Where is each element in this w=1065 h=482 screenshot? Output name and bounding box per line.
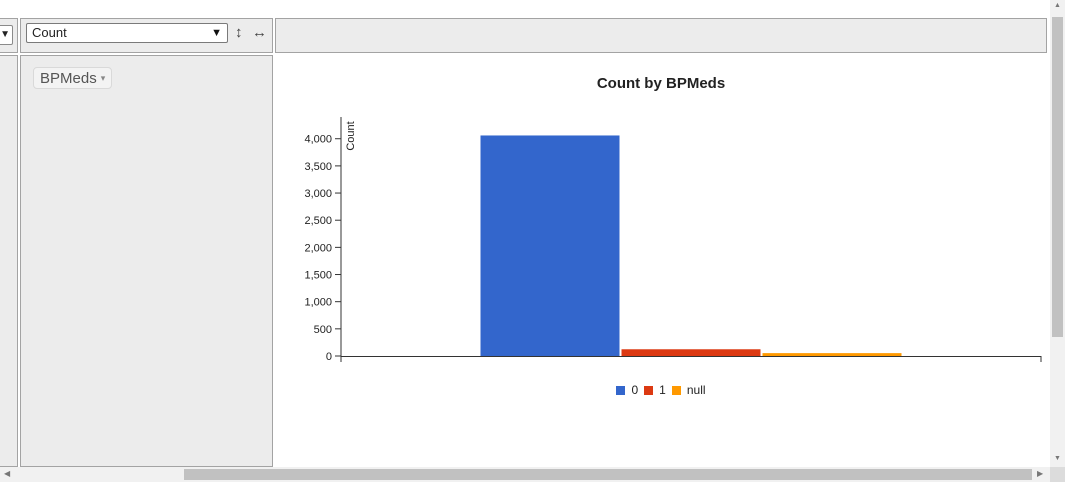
aggregator-select[interactable]: Count ▼ — [26, 23, 228, 43]
legend-item: null — [671, 383, 706, 397]
y-tick-label: 4,000 — [304, 134, 332, 146]
y-tick-label: 3,000 — [304, 188, 332, 200]
y-tick-label: 2,000 — [304, 242, 332, 254]
aggregator-select-value: Count — [32, 25, 67, 40]
y-tick-label: 0 — [326, 351, 332, 363]
scroll-down-icon[interactable]: ▼ — [1054, 455, 1061, 462]
scroll-left-icon[interactable]: ◀ — [4, 469, 11, 478]
scroll-up-icon[interactable]: ▲ — [1054, 2, 1061, 9]
y-tick-label: 3,500 — [304, 161, 332, 173]
y-tick-label: 1,000 — [304, 297, 332, 309]
scrollbar-corner — [1050, 467, 1065, 482]
column-attributes-area[interactable] — [275, 18, 1047, 53]
chart-title: Count by BPMeds — [596, 75, 726, 92]
scroll-right-icon[interactable]: ▶ — [1037, 469, 1044, 478]
y-tick-label: 2,500 — [304, 215, 332, 227]
row-attributes-area[interactable]: BPMeds ▾ — [20, 55, 273, 467]
legend-swatch — [644, 386, 654, 395]
col-order-icon[interactable]: ↔ — [252, 24, 267, 41]
aggregator-cell: Count ▼ ↕ ↔ — [20, 18, 273, 53]
top-band — [0, 0, 1065, 17]
legend-label: 1 — [659, 383, 666, 397]
bar-0 — [480, 135, 620, 356]
y-tick-label: 1,500 — [304, 270, 332, 282]
filter-triangle-icon[interactable]: ▾ — [100, 73, 106, 83]
legend-label: 0 — [631, 383, 639, 397]
legend-label: null — [686, 383, 706, 397]
chart-legend: 0 1 null — [275, 383, 1047, 397]
y-tick-label: 500 — [314, 324, 332, 336]
bar-1 — [621, 349, 761, 356]
attribute-pill-label: BPMeds — [40, 70, 97, 87]
chevron-down-icon: ▼ — [211, 27, 222, 39]
unused-attributes-area — [0, 55, 18, 467]
bar-chart: 0 500 1,000 1,500 2,000 2,500 3,000 3,500 4,000 C… — [304, 117, 1042, 363]
horizontal-scroll-thumb[interactable] — [184, 469, 1032, 480]
horizontal-scrollbar[interactable]: ◀ ▶ — [0, 467, 1050, 482]
legend-swatch — [616, 386, 626, 395]
y-axis-title: Count — [345, 121, 357, 150]
attribute-pill-bpmeds[interactable]: BPMeds ▾ — [33, 67, 113, 89]
bar-null — [762, 353, 902, 356]
chevron-down-icon: ▼ — [0, 29, 10, 40]
legend-item: 1 — [644, 383, 666, 397]
legend-item: 0 — [616, 383, 638, 397]
chart-area: Count by BPMeds 0 500 1,000 1,500 2,000 2,500… — [275, 55, 1047, 467]
renderer-select[interactable]: ▼ — [0, 25, 13, 45]
vertical-scroll-thumb[interactable] — [1052, 17, 1063, 337]
row-order-icon[interactable]: ↕ — [235, 24, 243, 41]
legend-swatch — [671, 386, 681, 395]
vertical-scrollbar[interactable]: ▲ ▼ — [1050, 0, 1065, 467]
